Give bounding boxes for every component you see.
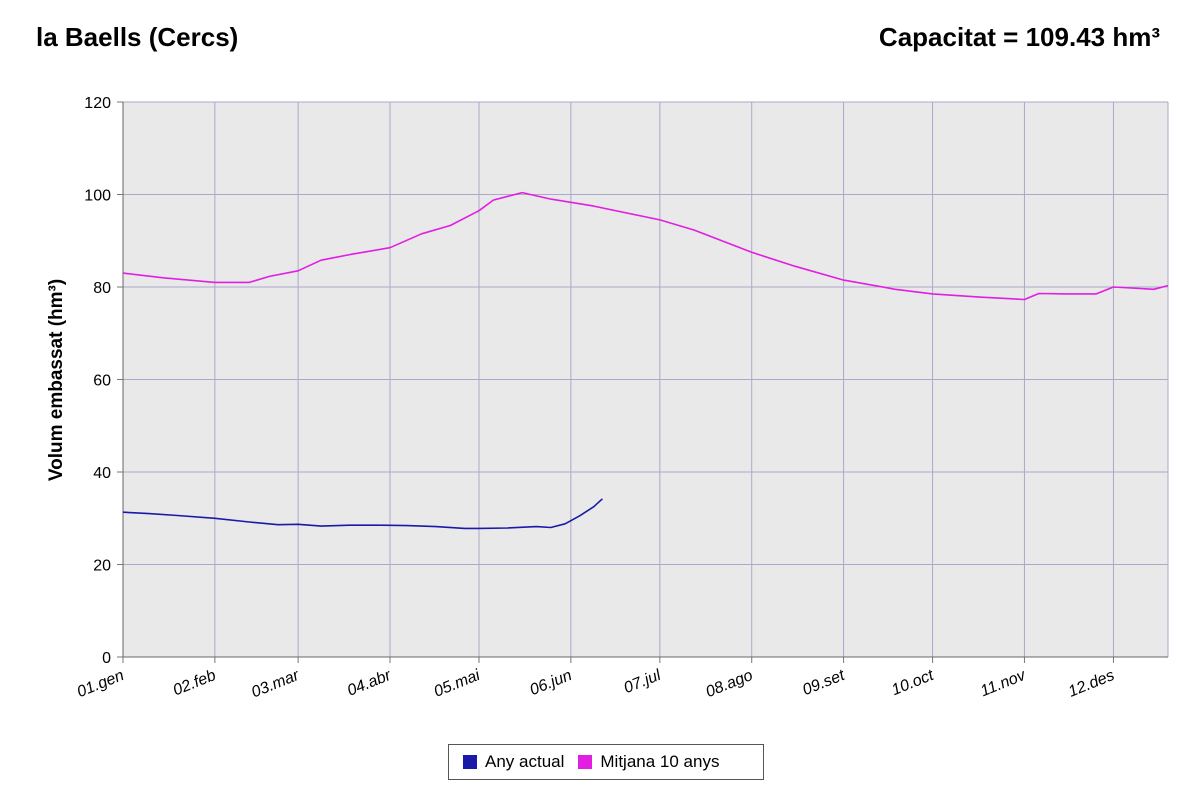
y-axis-label: Volum embassat (hm³): [46, 279, 67, 481]
y-tick-label: 120: [84, 95, 111, 112]
x-tick-label: 11.nov: [978, 667, 1029, 701]
legend-item-current-year: Any actual: [463, 752, 564, 772]
x-tick-label: 10.oct: [889, 667, 936, 699]
y-tick-label: 20: [93, 558, 111, 575]
chart-title: la Baells (Cercs): [36, 22, 239, 52]
legend-swatch-current-year: [463, 755, 477, 769]
x-tick-label: 05.mai: [432, 667, 483, 701]
y-tick-label: 100: [84, 188, 111, 205]
x-tick-label: 02.feb: [171, 667, 219, 699]
series-line-1: [122, 191, 1169, 301]
series-lines: [122, 191, 1169, 530]
x-tick-label: 08.ago: [703, 667, 755, 701]
y-tick-label: 40: [93, 465, 111, 482]
gridlines: [122, 101, 1169, 658]
x-tick-label: 07.jul: [622, 667, 664, 697]
legend: Any actual Mitjana 10 anys: [448, 744, 764, 780]
legend-label: Mitjana 10 anys: [600, 752, 720, 771]
legend-label: Any actual: [485, 752, 565, 771]
legend-item-10-year-average: Mitjana 10 anys: [578, 752, 719, 772]
y-tick-label: 60: [93, 373, 111, 390]
x-tick-label: 12.des: [1066, 667, 1117, 701]
capacity-label: Capacitat = 109.43 hm³: [878, 22, 1160, 52]
y-tick-label: 0: [102, 650, 111, 667]
legend-swatch-10-year-average: [578, 755, 593, 769]
x-tick-label: 04.abr: [345, 667, 394, 700]
x-tick-label: 09.set: [800, 667, 847, 699]
x-axis-ticks: 01.gen 02.feb 03.mar 04.abr 05.mai 06.jun 07.j…: [75, 657, 1117, 701]
x-tick-label: 03.mar: [249, 667, 302, 702]
y-tick-label: 80: [93, 280, 111, 297]
series-line-0: [122, 498, 603, 530]
line-chart: 0 20 40 60 80 100 120 01.gen 02.feb 03.mar 04.abr…: [46, 95, 1169, 701]
x-tick-label: 01.gen: [75, 667, 127, 701]
x-tick-label: 06.jun: [528, 667, 575, 699]
y-axis-ticks: 0 20 40 60 80 100 120: [84, 95, 123, 667]
